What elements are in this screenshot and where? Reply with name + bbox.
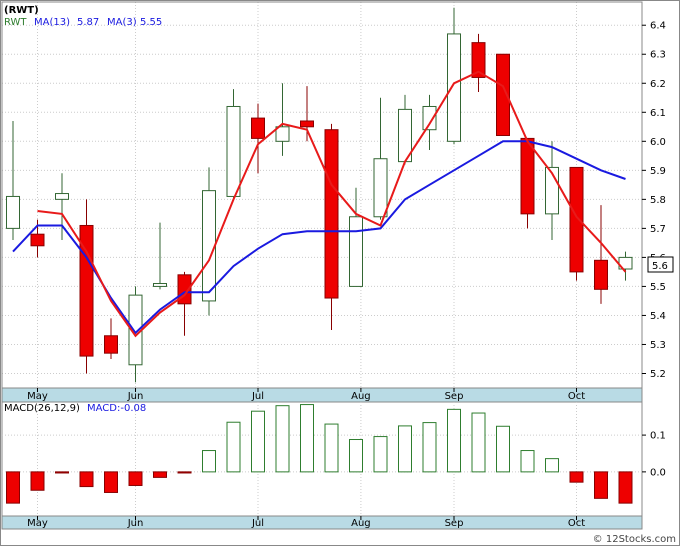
current-price-label: 5.6 (652, 261, 668, 272)
macd-panel: 0.0 0.1 MACD(26,12,9) MACD:-0.08 (1, 401, 666, 517)
macd-y-axis: 0.0 0.1 (642, 431, 666, 478)
macd-bar (128, 471, 143, 486)
current-price-marker: 5.6 (647, 256, 674, 273)
macd-bar (202, 450, 216, 473)
macd-bar (520, 450, 535, 473)
macd-x-label: Sep (445, 518, 464, 529)
macd-tick-label: 0.1 (650, 431, 666, 442)
candle-body (202, 190, 216, 302)
price-x-axis: May Jun Jul Aug Sep Oct (27, 388, 585, 402)
price-header: (RWT) RWT MA(13) 5.87 MA(3) 5.55 (4, 5, 162, 28)
candle-body (569, 166, 584, 273)
macd-bar (618, 471, 633, 504)
legend-ma13-value: 5.87 (77, 17, 99, 28)
macd-bar (251, 410, 265, 473)
candle-body (275, 126, 290, 142)
macd-x-axis-band (1, 515, 643, 530)
legend-ticker: RWT (4, 17, 27, 28)
macd-bar (545, 458, 559, 473)
macd-bar (349, 439, 363, 473)
legend-ma3-value: 5.55 (140, 17, 162, 28)
price-tick-label: 6.1 (650, 108, 666, 119)
macd-bar (398, 425, 412, 473)
candle-body (6, 195, 20, 229)
price-x-label: Aug (351, 391, 371, 402)
price-x-axis-band (1, 387, 643, 403)
candle-body (153, 283, 167, 287)
price-x-label: May (27, 391, 48, 402)
macd-bar (471, 412, 486, 473)
candle-body (349, 216, 363, 287)
candle-body (30, 233, 45, 247)
price-x-label: Oct (568, 391, 585, 402)
macd-bar (422, 422, 437, 473)
macd-x-axis: May Jun Jul Aug Sep Oct (27, 516, 585, 529)
candle-body (104, 335, 118, 354)
macd-value-label: MACD:-0.08 (87, 403, 146, 414)
price-x-label: Jul (251, 391, 264, 402)
macd-x-label: Oct (568, 518, 585, 529)
candle-body (520, 137, 535, 215)
price-tick-label: 5.4 (650, 311, 666, 322)
macd-bar (373, 436, 388, 473)
macd-bar (226, 421, 241, 473)
candle-body (55, 193, 69, 200)
macd-bar (153, 471, 167, 478)
candle-body (324, 129, 339, 299)
macd-bar (30, 471, 45, 491)
macd-tick-label: 0.0 (650, 467, 666, 478)
macd-bar (300, 404, 314, 473)
price-tick-label: 6.2 (650, 79, 666, 90)
macd-bar (569, 471, 584, 483)
price-x-label: Sep (445, 391, 464, 402)
chart-title: (RWT) (4, 5, 39, 16)
macd-bar (275, 405, 290, 473)
candle-body (594, 259, 608, 290)
candle-body (300, 120, 314, 128)
macd-x-label: Jul (251, 518, 264, 529)
watermark: © 12Stocks.com (593, 534, 676, 545)
macd-bar (177, 471, 192, 474)
legend-ma3-label: MA(3) (107, 17, 137, 28)
macd-bar (104, 471, 118, 493)
macd-bar (324, 423, 339, 473)
candle-body (373, 158, 388, 218)
ma13-line (12, 140, 626, 335)
candle-body (226, 105, 241, 197)
macd-bar (79, 471, 94, 488)
price-tick-label: 5.9 (650, 166, 666, 177)
candle-body (447, 33, 461, 142)
price-tick-label: 5.3 (650, 340, 666, 351)
macd-bar (594, 471, 608, 499)
macd-x-label: Aug (351, 518, 371, 529)
ma3-line (37, 70, 627, 338)
current-price-box (647, 256, 674, 273)
candle-body (422, 105, 437, 131)
macd-x-label: May (27, 518, 48, 529)
price-tick-label: 6.0 (650, 137, 666, 148)
macd-label: MACD(26,12,9) (4, 403, 80, 414)
macd-bars (6, 404, 633, 504)
price-tick-label: 5.2 (650, 369, 666, 380)
candle-body (496, 53, 510, 137)
macd-bar (447, 408, 461, 473)
price-tick-label: 5.8 (650, 195, 666, 206)
price-tick-label: 6.4 (650, 21, 666, 32)
price-tick-label: 6.3 (650, 50, 666, 61)
macd-bar (6, 471, 20, 504)
candles (6, 7, 633, 383)
price-tick-label: 5.5 (650, 282, 666, 293)
price-tick-label: 5.7 (650, 224, 666, 235)
macd-bar (55, 471, 69, 474)
candle-body (471, 42, 486, 78)
candle-body (251, 117, 265, 139)
macd-bar (496, 425, 510, 473)
legend-ma13-label: MA(13) (34, 17, 70, 28)
price-x-label: Jun (127, 391, 144, 402)
macd-x-label: Jun (127, 518, 144, 529)
